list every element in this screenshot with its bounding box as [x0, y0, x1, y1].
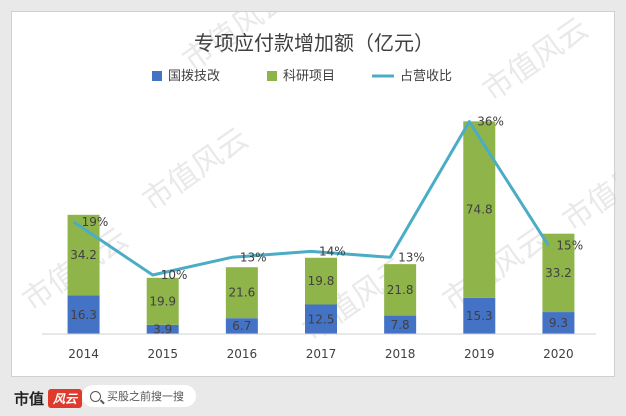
bar-segment-keyan	[305, 257, 337, 305]
ratio-data-label: 13%	[240, 250, 267, 264]
search-icon	[90, 390, 101, 402]
chart-card: 市值风云市值风云市值风云市值风云市值风云市值风云市值风云 专项应付款增加额（亿元…	[11, 11, 616, 377]
legend-label: 占营收比	[400, 69, 452, 84]
logo-badge: 风云	[48, 389, 83, 408]
bar-segment-keyan	[463, 121, 496, 298]
bar-segment-guobo	[67, 295, 100, 334]
x-tick-label: 2020	[543, 347, 574, 361]
ratio-line	[72, 120, 550, 277]
watermark-text: 市值风云	[137, 121, 255, 218]
ratio-data-label: 10%	[161, 268, 188, 282]
bar-segment-keyan	[225, 267, 258, 319]
x-tick-label: 2016	[227, 347, 258, 361]
bar-segment-keyan	[384, 264, 417, 316]
watermark-text: 市值风云	[557, 141, 616, 238]
search-text: 买股之前搜一搜	[107, 390, 184, 403]
bars: 16.3 34.2 3.9 19.9 6.7 21.6 12.5 19.8 7.8 21.8 15.…	[67, 121, 575, 336]
bar-data-label: 7.8	[391, 318, 410, 332]
bar-segment-guobo	[463, 297, 496, 334]
x-tick-label: 2019	[464, 347, 495, 361]
bar-segment-guobo	[384, 315, 417, 334]
search-box[interactable]: 买股之前搜一搜	[82, 385, 196, 407]
ratio-data-label: 36%	[477, 115, 504, 129]
x-tick-label: 2014	[68, 347, 99, 361]
bar-segment-keyan	[542, 233, 575, 313]
logo: 市值 风云	[14, 388, 83, 409]
watermark-text: 市值风云	[477, 12, 595, 109]
bar-data-label: 16.3	[70, 308, 97, 322]
legend-swatch	[152, 71, 162, 81]
footer: 市值 风云 买股之前搜一搜	[0, 380, 626, 416]
bar-data-label: 9.3	[549, 316, 568, 330]
watermark-text: 市值风云	[437, 221, 555, 318]
bar-data-label: 21.8	[387, 283, 414, 297]
bar-data-label: 74.8	[466, 203, 493, 217]
legend-swatch	[267, 71, 277, 81]
ratio-data-label: 19%	[82, 215, 109, 229]
bar-segment-guobo	[225, 318, 258, 334]
bar-data-label: 33.2	[545, 266, 572, 280]
bar-data-label: 19.9	[149, 294, 176, 308]
bar-segment-guobo	[305, 304, 337, 334]
bar-segment-guobo	[146, 324, 179, 334]
bar-data-label: 21.6	[228, 286, 255, 300]
x-tick-label: 2017	[306, 347, 337, 361]
bar-data-label: 3.9	[153, 322, 172, 336]
bar-segment-keyan	[146, 277, 179, 325]
x-tick-label: 2015	[147, 347, 178, 361]
bar-segment-guobo	[542, 312, 575, 334]
logo-text: 市值	[14, 390, 45, 408]
x-tick-labels: 2014 2015 2016 2017 2018 2019 2020	[68, 347, 573, 361]
legend-label: 国拨技改	[168, 69, 220, 84]
legend-label: 科研项目	[283, 69, 335, 84]
bar-data-label: 19.8	[308, 274, 335, 288]
ratio-data-label: 13%	[398, 250, 425, 264]
ratio-line-layer: 19% 10% 13% 14% 13% 36% 15%	[72, 115, 583, 282]
chart: 市值风云市值风云市值风云市值风云市值风云市值风云市值风云 专项应付款增加额（亿元…	[17, 12, 616, 361]
ratio-data-label: 15%	[556, 239, 583, 253]
bar-data-label: 12.5	[308, 312, 335, 326]
bar-data-label: 15.3	[466, 309, 493, 323]
bar-data-label: 34.2	[70, 248, 97, 262]
x-tick-label: 2018	[385, 347, 416, 361]
bar-data-label: 6.7	[232, 319, 251, 333]
legend: 国拨技改 科研项目 占营收比	[152, 69, 452, 84]
chart-title: 专项应付款增加额（亿元）	[194, 31, 434, 55]
ratio-data-label: 14%	[319, 244, 346, 258]
